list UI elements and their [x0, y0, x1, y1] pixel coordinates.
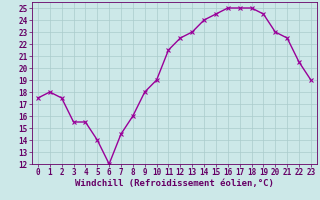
X-axis label: Windchill (Refroidissement éolien,°C): Windchill (Refroidissement éolien,°C)	[75, 179, 274, 188]
